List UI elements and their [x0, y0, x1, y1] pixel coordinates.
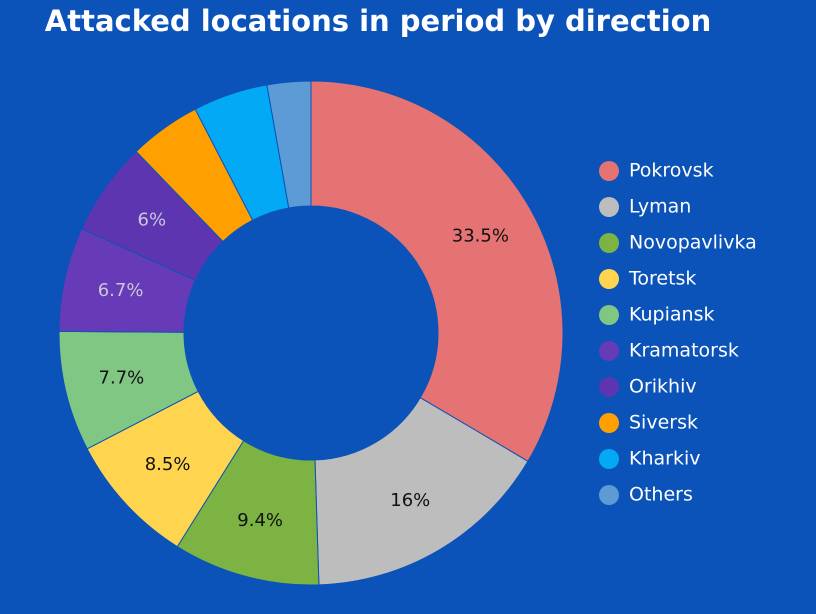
legend-label: Pokrovsk — [629, 160, 714, 182]
value-label: 33.5% — [452, 225, 509, 246]
legend-label: Lyman — [629, 196, 691, 218]
donut-slice — [314, 396, 529, 586]
value-label: 8.5% — [145, 454, 191, 475]
legend-swatch — [599, 269, 619, 289]
legend-swatch — [599, 449, 619, 469]
legend-swatch — [599, 161, 619, 181]
value-label: 16% — [390, 490, 430, 511]
legend-label: Orikhiv — [629, 376, 697, 398]
value-label: 6% — [138, 209, 167, 230]
donut-slice — [310, 80, 564, 462]
legend-swatch — [599, 305, 619, 325]
donut-slice — [266, 80, 312, 209]
legend-label: Siversk — [629, 412, 698, 434]
legend-swatch — [599, 233, 619, 253]
legend-label: Kupiansk — [629, 304, 714, 326]
legend-label: Novopavlivka — [629, 232, 757, 254]
chart-title: Attacked locations in period by directio… — [45, 4, 711, 38]
value-label: 9.4% — [237, 510, 283, 531]
legend-swatch — [599, 377, 619, 397]
legend-label: Toretsk — [628, 268, 696, 290]
legend-label: Kramatorsk — [629, 340, 739, 362]
legend-label: Others — [629, 484, 693, 506]
legend-swatch — [599, 197, 619, 217]
legend-swatch — [599, 413, 619, 433]
legend-swatch — [599, 341, 619, 361]
value-label: 6.7% — [98, 280, 144, 301]
value-label: 7.7% — [99, 368, 145, 389]
legend-label: Kharkiv — [629, 448, 700, 470]
legend-swatch — [599, 485, 619, 505]
